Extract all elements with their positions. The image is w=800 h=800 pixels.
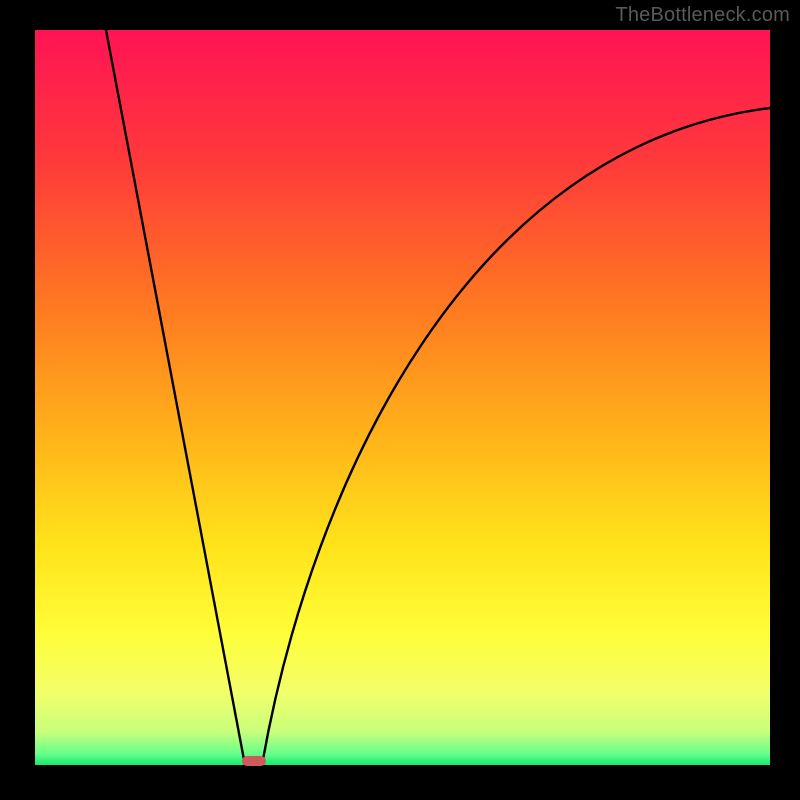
chart-svg [0,0,800,800]
plot-background [35,30,770,765]
minimum-marker [242,756,266,766]
watermark-text: TheBottleneck.com [615,4,790,27]
bottleneck-chart: TheBottleneck.com [0,0,800,800]
